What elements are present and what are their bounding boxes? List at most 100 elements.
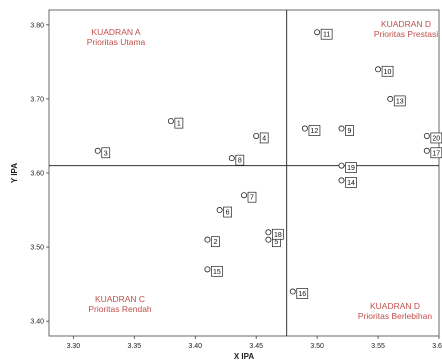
point-label: 10 [384, 69, 392, 76]
point-label-box [259, 132, 269, 144]
data-point-group: 7 [240, 191, 257, 203]
point-label-box [381, 65, 394, 77]
data-point-group: 4 [253, 132, 269, 144]
x-tick-label: 3.35 [128, 343, 142, 350]
point-label: 11 [323, 32, 330, 39]
point-label: 3 [104, 150, 108, 157]
point-label: 7 [250, 195, 254, 202]
data-point [289, 288, 296, 295]
point-label: 8 [238, 158, 242, 165]
point-label: 1 [177, 121, 181, 128]
point-label: 14 [347, 180, 355, 187]
quadrant-label-a: Prioritas Utama [87, 37, 146, 47]
data-point-group: 6 [216, 206, 232, 218]
data-point [423, 147, 430, 154]
point-label: 16 [298, 291, 306, 298]
point-label-box [223, 206, 232, 218]
data-point-group: 18 [265, 228, 284, 240]
point-label-box [308, 125, 321, 136]
point-label: 20 [432, 135, 440, 142]
x-tick-label: 3.30 [67, 343, 81, 350]
quadrant-label-c: KUADRAN C [95, 294, 145, 304]
point-label-box [345, 177, 357, 188]
data-point-group: 16 [289, 288, 309, 299]
point-label: 5 [274, 239, 278, 246]
point-label: 12 [311, 128, 319, 135]
data-point [253, 132, 260, 139]
data-point-group: 3 [94, 147, 111, 159]
quadrant-label-c: Prioritas Rendah [88, 304, 152, 314]
point-label-box [272, 228, 284, 240]
data-point [94, 147, 101, 154]
point-label-box [211, 236, 220, 248]
data-point [338, 125, 345, 132]
point-label-box [345, 125, 354, 136]
data-point [204, 236, 211, 243]
y-tick-label: 3.40 [30, 319, 44, 326]
point-label: 9 [348, 128, 352, 135]
y-axis-title: Y IPA [10, 163, 19, 183]
point-label-box [320, 28, 333, 40]
plot-area [48, 9, 440, 337]
data-point [204, 266, 211, 273]
reference-lines [49, 10, 439, 336]
data-point-group: 1 [167, 117, 184, 129]
x-tick-label: 3.45 [249, 343, 263, 350]
data-point-group: 19 [338, 162, 357, 173]
data-point-group: 13 [387, 95, 406, 107]
data-point [314, 29, 321, 36]
quadrant-label-d: KUADRAN D [370, 301, 420, 311]
point-label-box [101, 147, 111, 159]
point-label: 19 [347, 165, 355, 172]
point-label: 18 [274, 232, 282, 239]
quadrant-label-d: Prioritas Berlebihan [358, 311, 432, 321]
quadrant-label-a: KUADRAN A [91, 27, 140, 37]
point-label: 13 [396, 98, 404, 105]
axis-ticks: 3.30 3.35 3.40 3.45 3.50 3.55 3.60 3.40 3.50 3.60… [30, 22, 442, 350]
data-point [338, 162, 345, 169]
data-point [240, 192, 247, 199]
x-tick-label: 3.40 [188, 343, 202, 350]
point-label-box [345, 162, 357, 173]
point-label-box [174, 117, 184, 129]
data-point-group: 2 [204, 236, 220, 248]
quadrant-label-b: KUADRAN D [381, 19, 431, 29]
x-axis-title: X IPA [234, 352, 255, 361]
point-label-box [393, 95, 406, 107]
x-tick-label: 3.55 [371, 343, 385, 350]
data-point [216, 207, 223, 214]
x-tick-label: 3.50 [310, 343, 324, 350]
data-point-group: 10 [375, 65, 394, 77]
point-label: 17 [432, 150, 440, 157]
point-label: 15 [213, 269, 221, 276]
data-point [423, 132, 430, 139]
quadrant-label-b: Prioritas Prestasi [374, 29, 438, 39]
data-point-group: 12 [301, 125, 321, 136]
y-tick-label: 3.60 [30, 171, 44, 178]
point-label-box [235, 154, 245, 166]
data-point-group: 9 [338, 125, 354, 136]
data-point [167, 118, 174, 125]
point-label: 4 [262, 135, 266, 142]
data-point [338, 177, 345, 184]
data-point [228, 155, 235, 162]
data-point [265, 229, 272, 236]
y-tick-label: 3.80 [30, 22, 44, 29]
data-point-group: 8 [228, 154, 245, 166]
data-point [387, 95, 394, 102]
x-tick-label: 3.60 [432, 343, 442, 350]
data-point [265, 236, 272, 243]
data-point [301, 125, 308, 132]
y-tick-label: 3.50 [30, 245, 44, 252]
data-point-group: 14 [338, 177, 357, 188]
point-label-box [247, 191, 257, 203]
point-label-box [296, 288, 309, 299]
point-label-box [211, 265, 223, 277]
y-tick-label: 3.70 [30, 96, 44, 103]
point-label: 2 [213, 239, 217, 246]
data-point-group: 11 [314, 28, 333, 40]
point-label: 6 [226, 210, 230, 217]
data-point-group: 15 [204, 265, 223, 277]
data-point [375, 66, 382, 73]
